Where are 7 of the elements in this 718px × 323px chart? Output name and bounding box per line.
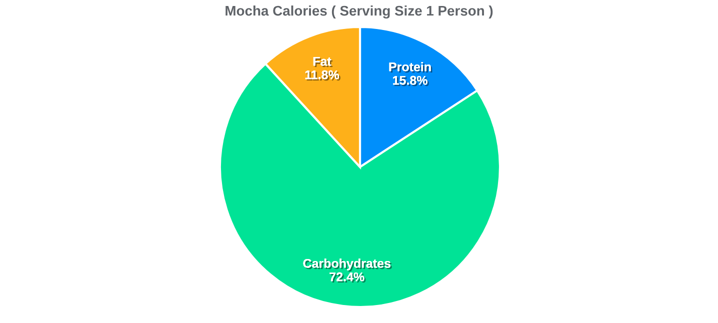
data-label: 72.4% <box>330 272 366 283</box>
chart-title: Mocha Calories ( Serving Size 1 Person ) <box>226 5 493 19</box>
data-label: 15.8% <box>393 76 429 86</box>
data-label: 11.8% <box>305 70 340 81</box>
slice-label: Carbohydrates <box>303 258 392 272</box>
slice-label: Protein <box>389 62 432 73</box>
slice-label: Fat <box>313 57 333 68</box>
